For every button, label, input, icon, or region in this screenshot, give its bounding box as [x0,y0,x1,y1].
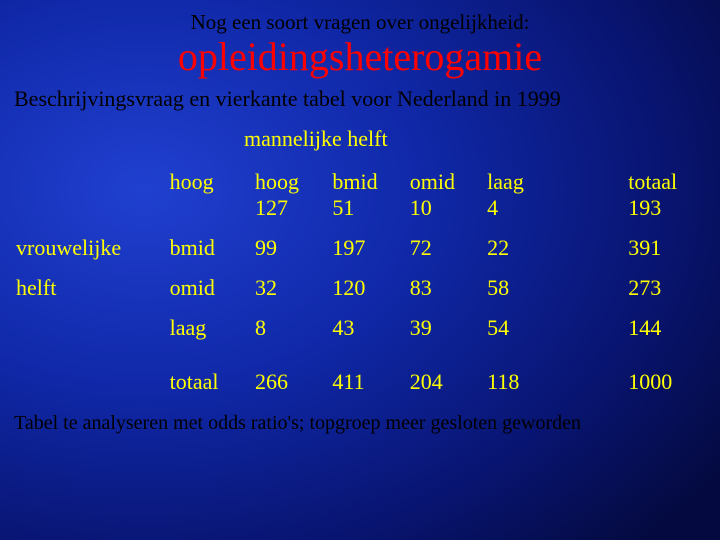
col-header: hoog127 [253,162,330,228]
supertitle: Nog een soort vragen over ongelijkheid: [14,10,706,35]
cell: 58 [485,268,562,308]
column-group-header: mannelijke helft [244,126,706,152]
cell: 32 [253,268,330,308]
col-header: omid10 [408,162,485,228]
cell: 204 [408,362,485,402]
table-header-row: hoog hoog127 bmid51 omid10 laag4 totaal1… [14,162,706,228]
cell: 39 [408,308,485,348]
row-label: bmid [168,228,253,268]
table-row: laag 8 43 39 54 144 [14,308,706,348]
col-header: laag4 [485,162,562,228]
table-total-row: totaal 266 411 204 118 1000 [14,362,706,402]
table-row [14,348,706,362]
cell: 72 [408,228,485,268]
cell: 266 [253,362,330,402]
title: opleidingsheterogamie [14,33,706,80]
col-header: bmid51 [330,162,407,228]
cell: 22 [485,228,562,268]
table-row: vrouwelijke bmid 99 197 72 22 391 [14,228,706,268]
data-table: hoog hoog127 bmid51 omid10 laag4 totaal1… [14,162,706,402]
row-label: hoog [168,162,253,228]
table-row: helft omid 32 120 83 58 273 [14,268,706,308]
row-group-label: helft [14,268,168,308]
cell: 83 [408,268,485,308]
cell: 391 [626,228,706,268]
cell: 411 [330,362,407,402]
cell: 197 [330,228,407,268]
slide: Nog een soort vragen over ongelijkheid: … [0,0,720,435]
row-label: laag [168,308,253,348]
row-label: totaal [168,362,253,402]
row-label: omid [168,268,253,308]
col-header: totaal193 [626,162,706,228]
cell: 43 [330,308,407,348]
subtitle: Beschrijvingsvraag en vierkante tabel vo… [14,86,706,112]
row-group-label: vrouwelijke [14,228,168,268]
cell: 1000 [626,362,706,402]
cell: 144 [626,308,706,348]
cell: 99 [253,228,330,268]
cell: 8 [253,308,330,348]
cell: 273 [626,268,706,308]
cell: 54 [485,308,562,348]
footnote: Tabel te analyseren met odds ratio's; to… [14,412,706,435]
cell: 120 [330,268,407,308]
cell: 118 [485,362,562,402]
